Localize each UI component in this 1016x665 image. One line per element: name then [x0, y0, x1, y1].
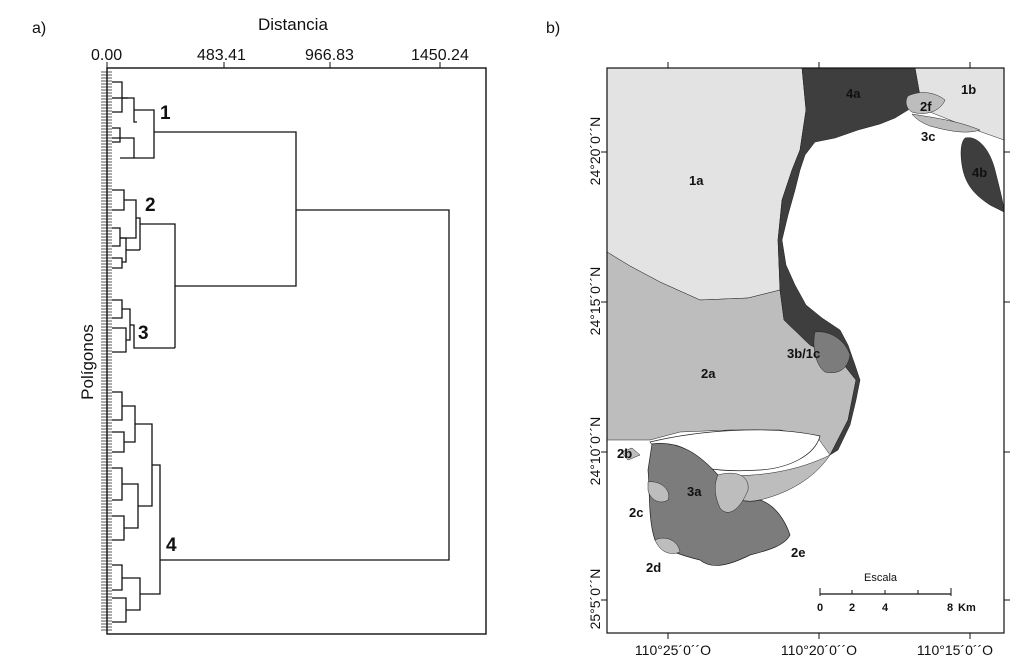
map-ticks: [601, 62, 1010, 639]
dendrogram-link: [112, 81, 123, 113]
scale-title: Escala: [864, 572, 898, 584]
zone-label-4b: 4b: [972, 165, 988, 180]
zone-3c-area: [911, 113, 981, 133]
zone-label-2e: 2e: [791, 545, 806, 560]
zone-label-2a: 2a: [701, 366, 716, 381]
lon-label: 110°20´0´´O: [780, 642, 858, 658]
scale-label: 4: [882, 602, 889, 614]
cluster-label-4: 4: [166, 535, 177, 556]
zone-2c-area: [647, 481, 670, 503]
dendrogram-links: [112, 81, 450, 623]
x-ticks: [106, 62, 441, 68]
dendrogram-link: [134, 109, 155, 159]
zone-4b-area: [960, 137, 1004, 213]
dendrogram-link: [154, 131, 297, 287]
dendrogram-link: [112, 137, 135, 159]
dendrogram-link: [130, 324, 175, 349]
dendrogram-link: [140, 464, 161, 595]
cluster-label-2: 2: [145, 195, 156, 216]
zone-label-4a: 4a: [846, 86, 861, 101]
leaf-lines: [101, 71, 112, 631]
lat-label: 24°10´0´´N: [587, 416, 603, 486]
cluster-label-1: 1: [160, 103, 171, 124]
zone-label-3c: 3c: [921, 129, 936, 144]
lat-label: 25°5´0´´N: [587, 568, 603, 630]
scale-bar: [819, 588, 952, 596]
panel-a-label: a): [32, 20, 47, 37]
zone-label-2d: 2d: [646, 560, 662, 575]
dendrogram-link: [112, 227, 121, 247]
zone-2b-area: [620, 447, 641, 461]
panel-b-label: b): [546, 20, 561, 37]
scale-label: 0: [817, 602, 824, 614]
zone-2d-area: [654, 537, 681, 554]
lat-label: 24°20´0´´N: [587, 116, 603, 186]
zone-label-3b1c: 3b/1c: [787, 346, 821, 361]
zone-label-3a: 3a: [687, 484, 702, 499]
x-tick-label: 483.41: [197, 47, 246, 64]
zone-3b1c-area: [813, 331, 851, 373]
cluster-label-3: 3: [138, 323, 149, 344]
zone-label-1a: 1a: [689, 173, 704, 188]
dendrogram-link: [140, 223, 176, 348]
zone-label-2f: 2f: [920, 99, 932, 114]
zone-label-2c: 2c: [629, 505, 644, 520]
zone-2f-area: [905, 92, 946, 114]
zone-label-1b: 1b: [961, 82, 977, 97]
map-frame: [606, 67, 1005, 634]
x-tick-label: 966.83: [305, 47, 354, 64]
zone-2-inlet-area: [715, 472, 749, 513]
zone-4a-area: [777, 68, 921, 456]
scale-unit: Km: [958, 602, 976, 614]
dendrogram-link: [112, 127, 121, 143]
x-tick-label: 0.00: [91, 47, 123, 64]
dendrogram-link: [136, 217, 141, 250]
dendrogram-link: [120, 199, 137, 239]
dendrogram-link: [160, 209, 450, 561]
zone-1a-area: [607, 68, 807, 301]
lon-label: 110°15´0´´O: [916, 642, 994, 658]
scale-label: 2: [849, 602, 856, 614]
x-axis-title: Distancia: [258, 15, 328, 34]
lat-label: 24°15´0´´N: [587, 266, 603, 336]
x-tick-label: 1450.24: [411, 47, 469, 64]
scale-label: 8: [947, 602, 954, 614]
lon-label: 110°25´0´´O: [634, 642, 712, 658]
dendrogram-link: [112, 257, 123, 269]
zone-label-2b: 2b: [617, 446, 633, 461]
